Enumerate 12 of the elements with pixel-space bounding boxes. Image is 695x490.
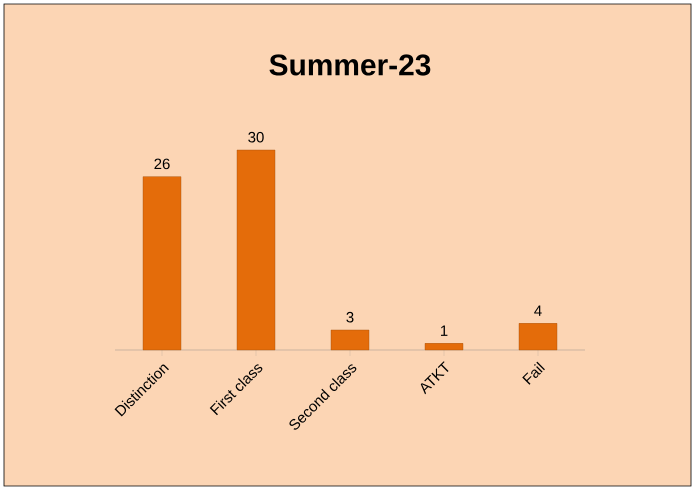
chart-title: Summer-23 bbox=[269, 54, 430, 76]
x-tick-label: Fail bbox=[522, 362, 545, 385]
data-label: 30 bbox=[248, 132, 264, 142]
bar bbox=[236, 150, 276, 350]
data-label: 1 bbox=[440, 326, 448, 336]
data-label: 4 bbox=[534, 306, 542, 316]
bar bbox=[330, 330, 370, 350]
bar bbox=[518, 323, 558, 350]
bar bbox=[424, 343, 464, 350]
data-label: 3 bbox=[346, 312, 354, 322]
bar bbox=[142, 176, 182, 350]
data-label: 26 bbox=[154, 158, 170, 170]
